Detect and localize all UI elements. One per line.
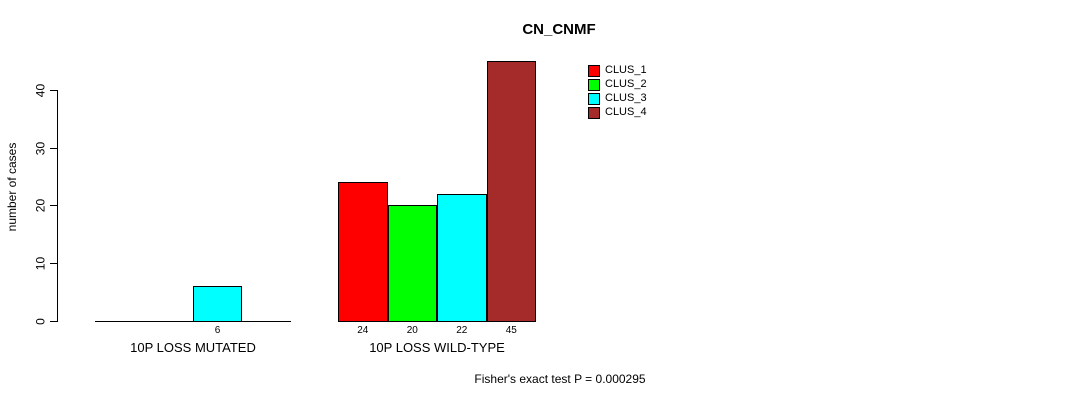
bar-clus-4: [486, 61, 536, 322]
y-axis-tick: [50, 205, 57, 206]
legend-swatch-clus-3: [588, 92, 600, 105]
bar-value-label: 22: [456, 325, 468, 336]
y-axis-tick: [50, 321, 57, 322]
bar-value-label: 6: [214, 325, 221, 336]
bar-value-label: 45: [505, 325, 517, 336]
x-axis-category-label: 10P LOSS MUTATED: [130, 340, 256, 355]
legend-item: CLUS_1: [588, 64, 647, 77]
y-axis-tick: [50, 148, 57, 149]
legend-item-label: CLUS_2: [605, 78, 647, 90]
y-axis-tick: [50, 90, 57, 91]
legend-swatch-clus-2: [588, 78, 600, 91]
y-axis-line: [57, 90, 58, 322]
y-axis-tick: [50, 263, 57, 264]
legend-swatch-clus-4: [588, 106, 600, 119]
fisher-test-annotation: Fisher's exact test P = 0.000295: [474, 372, 646, 386]
bar-clus-3: [437, 194, 487, 322]
legend-item: CLUS_2: [588, 78, 647, 91]
legend-item-label: CLUS_3: [605, 92, 647, 104]
legend-item: CLUS_4: [588, 106, 647, 119]
legend: CLUS_1 CLUS_2 CLUS_3 CLUS_4: [588, 64, 647, 121]
bar-value-label: 24: [357, 325, 369, 336]
y-axis-tick-label: 40: [33, 83, 48, 98]
bar-value-label: 20: [406, 325, 418, 336]
bar-clus-1: [338, 182, 388, 322]
y-axis-label: number of cases: [5, 142, 19, 232]
legend-item-label: CLUS_1: [605, 64, 647, 76]
y-axis-tick-label: 0: [33, 318, 48, 325]
bar-clus-3: [193, 286, 242, 322]
bar-clus-2: [387, 205, 437, 322]
y-axis-tick-label: 20: [33, 198, 48, 213]
x-axis-category-label: 10P LOSS WILD-TYPE: [369, 340, 505, 355]
chart-title: CN_CNMF: [522, 21, 596, 38]
legend-item-label: CLUS_4: [605, 106, 647, 118]
legend-item: CLUS_3: [588, 92, 647, 105]
legend-swatch-clus-1: [588, 64, 600, 77]
y-axis-tick-label: 30: [33, 141, 48, 156]
y-axis-tick-label: 10: [33, 256, 48, 271]
